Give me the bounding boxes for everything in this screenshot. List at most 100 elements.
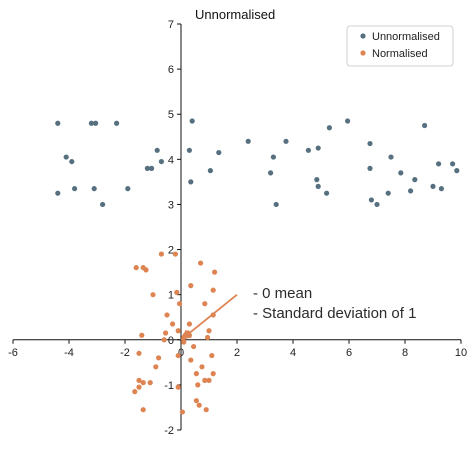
normalised-point	[203, 407, 209, 413]
normalised-point	[175, 352, 181, 359]
normalised-point	[188, 283, 194, 289]
unnormalised-point	[367, 140, 373, 147]
unnormalised-point	[283, 138, 289, 144]
normalised-point	[174, 289, 180, 296]
unnormalised-point	[398, 170, 404, 176]
normalised-point	[199, 364, 205, 370]
unnormalised-point	[72, 186, 78, 192]
normalised-point	[205, 334, 211, 341]
unnormalised-point	[268, 170, 274, 176]
y-tick-label: -1	[164, 380, 174, 392]
normalised-point	[170, 321, 176, 327]
mean-arrow	[180, 293, 238, 341]
y-tick-label: 2	[168, 245, 174, 257]
x-tick-label: 4	[290, 347, 296, 359]
normalised-point	[147, 380, 153, 386]
normalised-point	[179, 409, 185, 415]
unnormalised-point	[412, 177, 418, 183]
unnormalised-point	[91, 186, 97, 192]
series-unnormalised	[55, 118, 460, 208]
normalised-point	[158, 251, 164, 257]
unnormalised-point	[315, 145, 321, 151]
unnormalised-point	[422, 122, 428, 129]
unnormalised-point	[63, 154, 69, 160]
normalised-point	[209, 352, 215, 359]
unnormalised-point	[438, 186, 444, 192]
unnormalised-point	[216, 149, 222, 156]
normalised-point	[140, 380, 146, 386]
normalised-point	[136, 377, 142, 383]
normalised-point	[210, 371, 216, 377]
normalised-point	[136, 350, 142, 356]
series-normalised	[132, 251, 218, 415]
normalised-point	[161, 337, 167, 343]
normalised-point	[177, 301, 183, 307]
unnormalised-point	[207, 168, 213, 174]
legend-marker-normalised	[360, 50, 366, 56]
normalised-point	[206, 377, 212, 383]
unnormalised-point	[154, 147, 160, 153]
unnormalised-point	[273, 201, 279, 208]
normalised-point	[156, 355, 162, 361]
normalised-point	[150, 292, 156, 298]
y-tick-label: 5	[168, 109, 174, 121]
x-tick-label: 0	[178, 347, 184, 359]
unnormalised-point	[345, 118, 351, 124]
normalised-point	[164, 312, 170, 318]
x-tick-label: -2	[120, 347, 130, 359]
unnormalised-point	[385, 190, 391, 196]
normalised-point	[202, 377, 208, 383]
normalised-point	[175, 328, 181, 334]
y-tick-label: 4	[168, 154, 174, 166]
mean-arrow-head	[181, 329, 192, 340]
x-tick-label: -6	[8, 347, 18, 359]
normalised-point	[188, 357, 194, 363]
normalised-point	[153, 364, 159, 370]
x-tick-label: -4	[64, 347, 74, 359]
unnormalised-point	[69, 158, 75, 165]
unnormalised-point	[149, 165, 155, 171]
normalised-point	[175, 384, 181, 390]
y-tick-label: 0	[168, 335, 174, 347]
normalised-point	[212, 269, 218, 275]
normalised-point	[206, 328, 212, 334]
unnormalised-point	[374, 201, 380, 208]
normalised-point	[172, 251, 178, 257]
unnormalised-point	[188, 179, 194, 185]
y-tick-label: -2	[164, 425, 174, 437]
annotation-std: - Standard deviation of 1	[253, 305, 416, 322]
unnormalised-point	[189, 118, 195, 124]
normalised-point	[193, 398, 199, 404]
normalised-point	[196, 402, 202, 408]
chart-title: Unnormalised	[195, 7, 275, 22]
unnormalised-point	[55, 120, 61, 126]
unnormalised-point	[100, 201, 106, 208]
unnormalised-point	[245, 138, 251, 144]
unnormalised-point	[324, 190, 330, 196]
normalised-point	[202, 301, 208, 307]
normalised-point	[193, 371, 199, 377]
unnormalised-point	[326, 125, 332, 131]
normalised-point	[132, 389, 138, 395]
y-tick-label: 7	[168, 19, 174, 31]
normalised-point	[210, 287, 216, 293]
unnormalised-point	[367, 165, 373, 171]
x-tick-label: 2	[234, 347, 240, 359]
unnormalised-point	[88, 120, 94, 126]
unnormalised-point	[388, 154, 394, 160]
legend: Unnormalised Normalised	[346, 25, 454, 67]
legend-label-unnormalised: Unnormalised	[372, 31, 440, 43]
normalised-point	[140, 407, 146, 413]
normalised-point	[133, 265, 139, 271]
normalised-point	[195, 382, 201, 388]
unnormalised-point	[368, 197, 374, 203]
normalised-point	[186, 321, 192, 327]
unnormalised-point	[454, 168, 460, 174]
normalised-point	[143, 267, 149, 273]
normalised-point	[139, 332, 145, 338]
unnormalised-point	[408, 188, 414, 194]
unnormalised-point	[314, 177, 320, 183]
x-tick-label: 8	[402, 347, 408, 359]
unnormalised-point	[186, 147, 192, 153]
